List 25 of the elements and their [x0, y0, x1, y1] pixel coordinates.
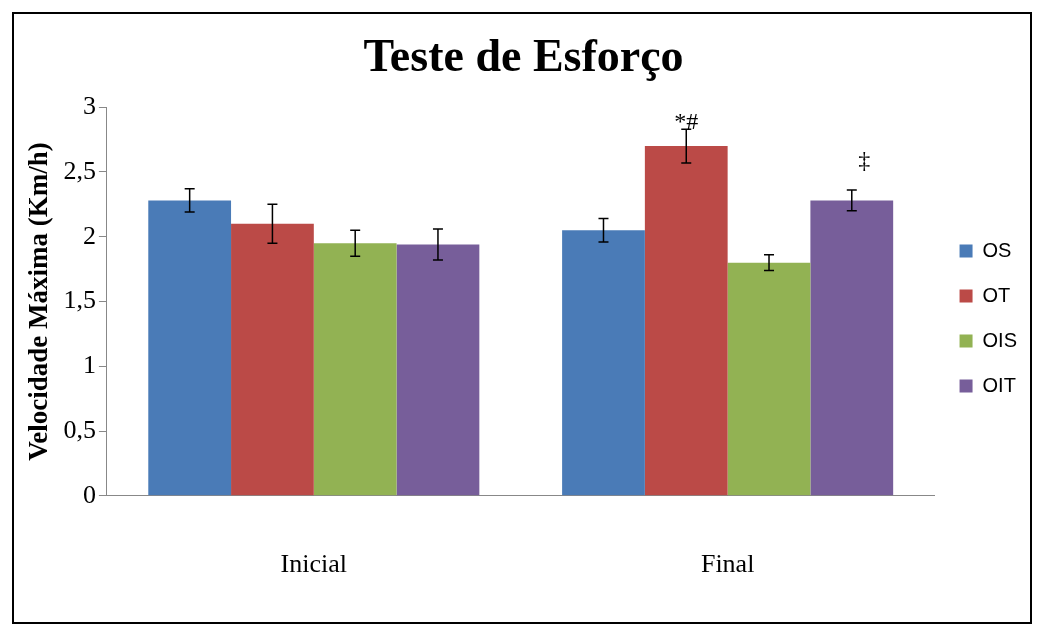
bar: [562, 230, 645, 496]
y-tick-label: 1,5: [63, 285, 96, 315]
chart-title: Teste de Esforço: [363, 30, 684, 82]
legend-label: OIS: [982, 328, 1017, 351]
bar: [396, 244, 480, 496]
y-tick-label: 0,5: [63, 414, 96, 444]
bar: [313, 243, 397, 496]
x-tick-label: Final: [700, 549, 755, 579]
legend-label: OT: [982, 283, 1011, 306]
x-tick-label: Inicial: [280, 549, 348, 579]
bar: [148, 200, 232, 496]
annotation: *#: [674, 107, 699, 134]
y-tick-label: 1: [82, 350, 96, 380]
y-tick-label: 0: [82, 479, 96, 509]
annotation: ‡: [858, 146, 871, 173]
bar: [727, 262, 811, 496]
bar: [644, 146, 728, 496]
y-tick-label: 2: [82, 220, 96, 250]
bar: [810, 200, 894, 496]
y-tick-label: 2,5: [63, 155, 96, 185]
legend-label: OIT: [982, 373, 1016, 396]
bar: [231, 223, 314, 496]
y-axis-title: Velocidade Máxima (Km/h): [23, 142, 54, 461]
legend-label: OS: [982, 238, 1012, 261]
y-tick-label: 3: [82, 91, 96, 121]
